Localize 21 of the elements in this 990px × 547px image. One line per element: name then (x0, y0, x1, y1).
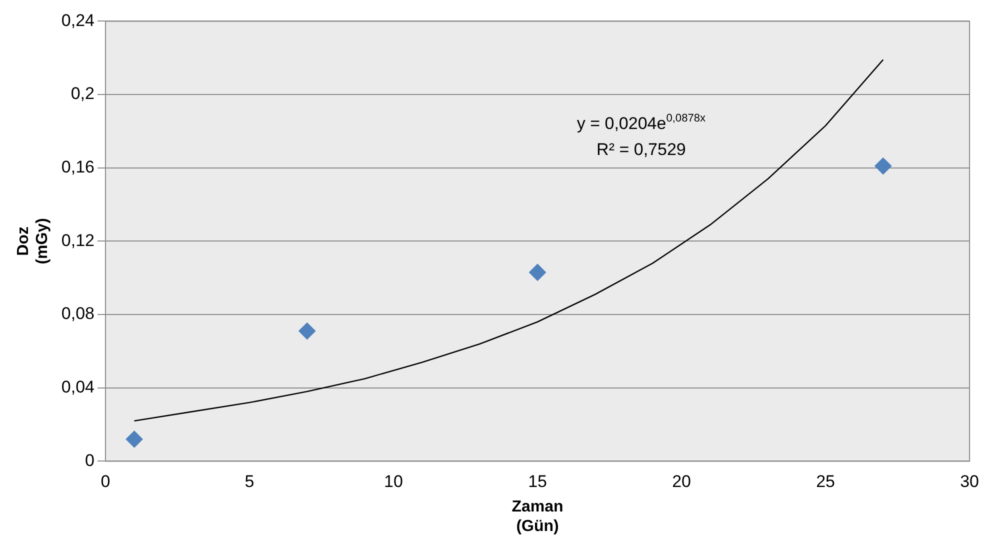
point (126, 430, 143, 448)
y-tick-label: 0,24 (61, 10, 94, 30)
y-tick-label: 0 (85, 450, 94, 470)
y-tick-label: 0,04 (61, 378, 94, 397)
x-axis-title: Zaman (Gün) (512, 498, 564, 535)
x-tick-label: 5 (244, 472, 254, 492)
x-tick-label: 0 (100, 472, 110, 492)
y-tick-label: 0,2 (70, 84, 94, 104)
x-tick-label: 30 (960, 472, 980, 492)
point (298, 322, 316, 340)
x-tick-label: 20 (672, 472, 691, 492)
y-tick-label: 0,08 (61, 304, 94, 324)
x-tick-label: 15 (528, 472, 547, 492)
y-axis-title: Doz (mGy) (15, 218, 52, 264)
x-tick-label: 10 (384, 472, 403, 492)
point (874, 158, 892, 175)
annotation: R² = 0,7529 (596, 140, 686, 159)
y-tick-label: 0,12 (61, 230, 94, 250)
point (529, 264, 546, 281)
y-tick-label: 0,16 (61, 158, 94, 177)
x-tick-label: 25 (816, 472, 835, 492)
